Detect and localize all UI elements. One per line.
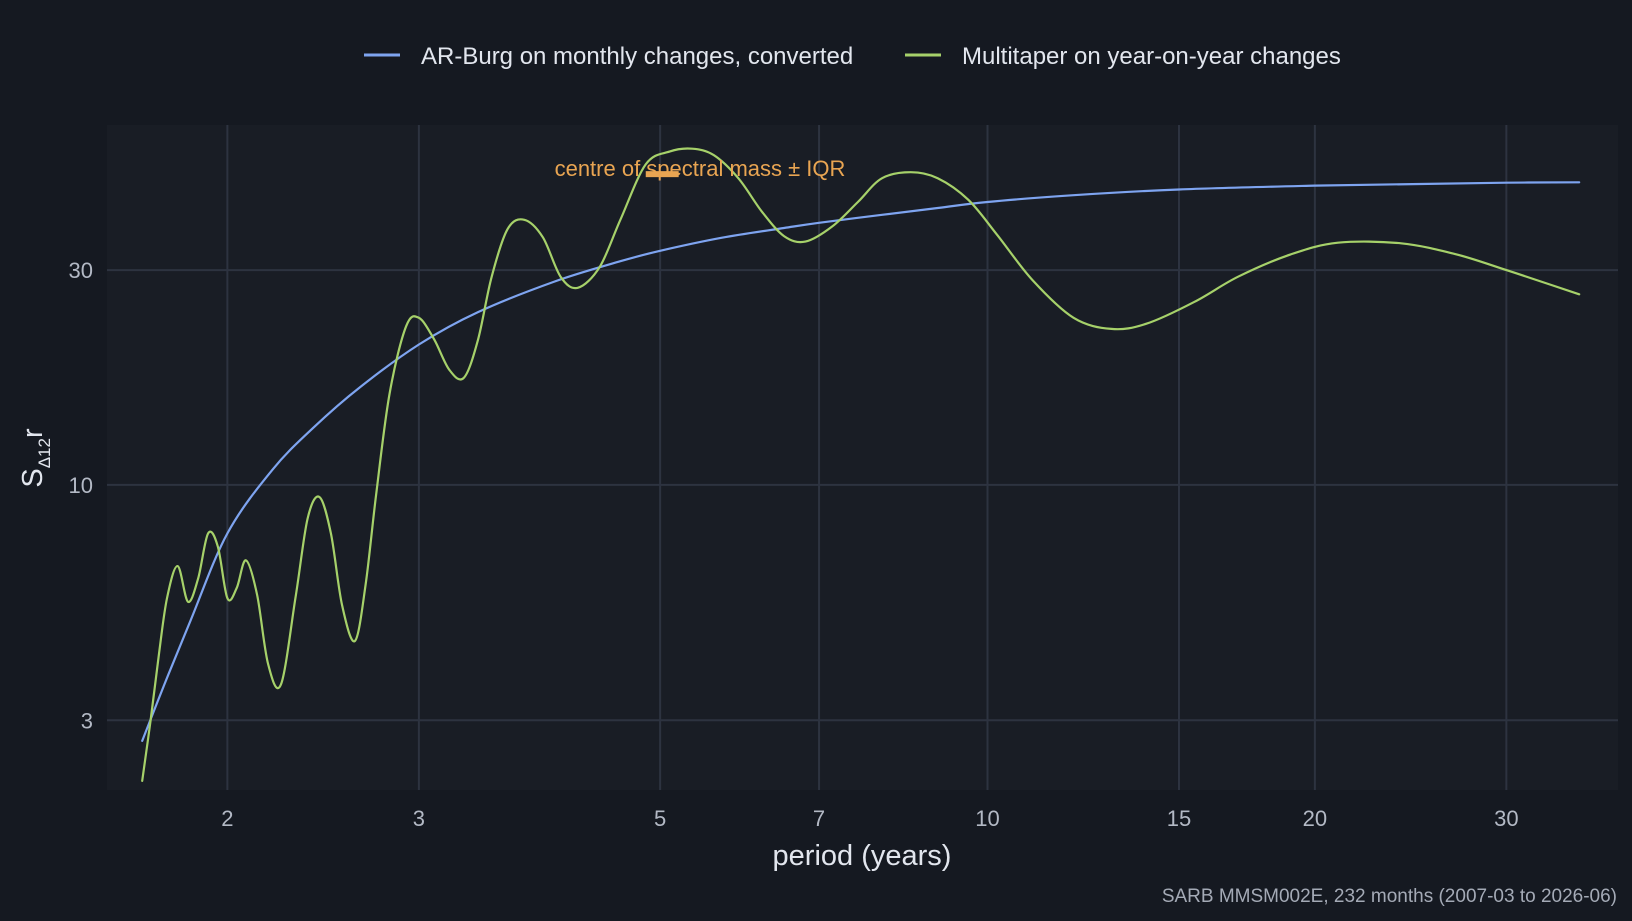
x-tick-label: 15 — [1167, 806, 1191, 831]
x-tick-label: 10 — [975, 806, 999, 831]
x-tick-label: 5 — [654, 806, 666, 831]
y-axis-title: SΔ12r — [17, 428, 54, 488]
axis-ticks: 2 3 5 7 10 15 20 30 3 10 30 — [69, 258, 1519, 831]
series-line-ar-burg — [141, 181, 1581, 742]
x-tick-label: 7 — [813, 806, 825, 831]
y-axis-title-suffix: r — [17, 428, 49, 438]
annotation-label: centre of spectral mass ± IQR — [555, 156, 846, 181]
plot-panel — [107, 125, 1618, 790]
y-axis-title-subscript: Δ12 — [35, 438, 54, 468]
grid-lines — [107, 125, 1618, 790]
y-tick-label: 3 — [81, 708, 93, 733]
y-tick-label: 10 — [69, 473, 93, 498]
legend-label-multitaper: Multitaper on year-on-year changes — [962, 43, 1341, 70]
series-line-multitaper — [141, 147, 1581, 782]
legend: AR-Burg on monthly changes, converted Mu… — [364, 43, 1341, 70]
x-tick-label: 3 — [413, 806, 425, 831]
y-tick-label: 30 — [69, 258, 93, 283]
series-lines — [141, 147, 1581, 782]
x-tick-label: 30 — [1494, 806, 1518, 831]
caption: SARB MMSM002E, 232 months (2007-03 to 20… — [1162, 886, 1617, 907]
x-tick-label: 2 — [221, 806, 233, 831]
x-axis-title: period (years) — [773, 840, 952, 872]
legend-label-ar-burg: AR-Burg on monthly changes, converted — [421, 43, 853, 70]
annotation-iqr-bar — [645, 171, 679, 178]
y-axis-title-main: S — [17, 468, 49, 487]
x-tick-label: 20 — [1303, 806, 1327, 831]
svg-text:SΔ12r: SΔ12r — [17, 428, 54, 488]
annotation: centre of spectral mass ± IQR — [555, 156, 846, 181]
